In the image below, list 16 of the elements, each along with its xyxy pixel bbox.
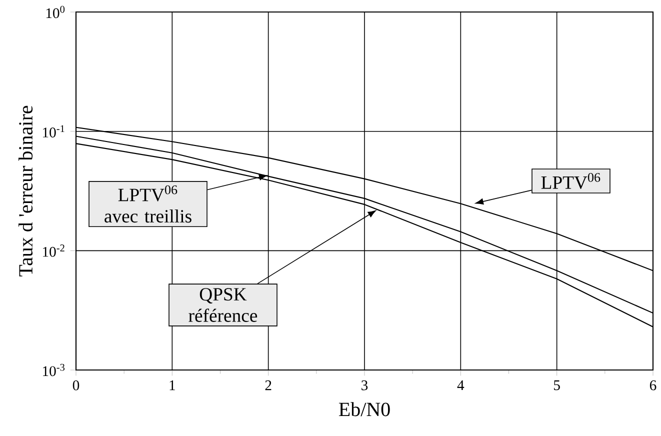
y-tick-label: 10$^{-3}$ [43,364,65,376]
x-axis-title: Eb/N0 [338,402,390,416]
x-tick-label: 5 [554,380,560,390]
x-tick-label: 0 [72,380,80,390]
y-axis-title: Taux d 'erreur binaire [18,106,33,276]
y-tick-label: 10$^{0}$ [46,6,65,18]
x-tick-label: 2 [265,380,272,390]
y-tick-label: 10$^{-1}$ [43,125,64,138]
x-tick-label: 3 [362,380,368,390]
y-tick-label: 10$^{-2}$ [43,244,64,257]
x-tick-label: 1 [170,380,175,390]
x-tick-label: 6 [650,380,656,390]
x-tick-label: 4 [457,380,464,390]
annotation: QPSK référence [188,288,258,322]
annotation: LPTV$^{06}$ avec treillis [104,185,192,223]
annotation: LPTV$^{06}$ [541,173,600,189]
